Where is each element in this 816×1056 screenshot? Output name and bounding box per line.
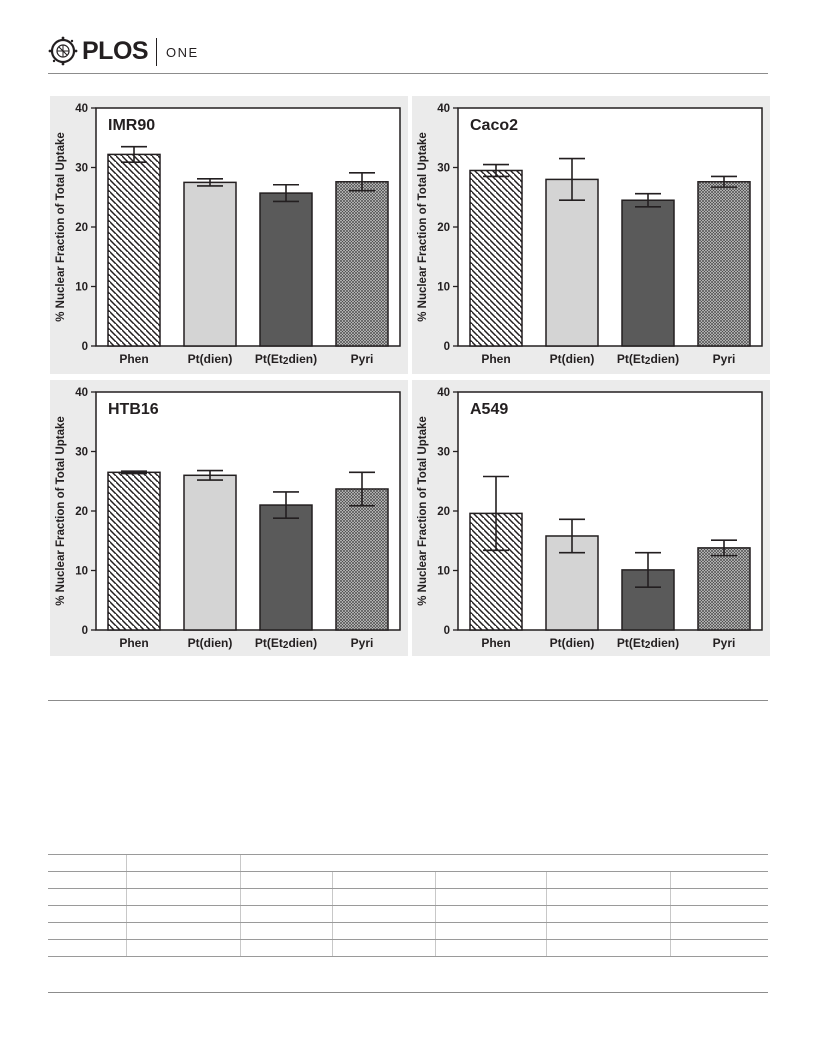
y-tick-label: 40 <box>75 387 88 399</box>
category-label: Phen <box>119 352 148 366</box>
figure-panels: 0 10 20 30 40 % Nuclear Fraction of Total Upt… <box>50 96 770 656</box>
bar <box>697 181 751 347</box>
panel-title: Caco2 <box>470 117 518 134</box>
category-label: Phen <box>119 636 148 650</box>
panel-title: IMR90 <box>108 117 155 134</box>
category-label: Pt(Et2dien) <box>255 636 317 651</box>
chart-panel: 0 10 20 30 40 % Nuclear Fraction of Total Upt… <box>50 96 408 374</box>
table-row <box>48 871 769 889</box>
figure-bottom-rule <box>48 700 768 701</box>
brand-name: PLOS <box>82 37 149 65</box>
y-axis-title: % Nuclear Fraction of Total Uptake <box>55 416 67 606</box>
bar <box>107 153 161 347</box>
bar <box>259 192 313 347</box>
y-tick-label: 30 <box>75 447 88 459</box>
y-tick-label: 20 <box>437 506 450 518</box>
bar <box>183 474 237 631</box>
footer-rule <box>48 992 768 993</box>
table-cell <box>239 854 769 872</box>
bar <box>107 471 161 631</box>
category-label: Pt(dien) <box>188 636 233 650</box>
table-area <box>48 854 769 957</box>
y-tick-label: 0 <box>444 625 450 637</box>
y-tick-label: 30 <box>437 163 450 175</box>
category-label: Pyri <box>713 352 736 366</box>
category-label: Pt(dien) <box>550 352 595 366</box>
category-label: Pyri <box>351 636 374 650</box>
bar <box>621 199 675 347</box>
y-tick-label: 10 <box>437 282 450 294</box>
table-row <box>48 905 769 923</box>
category-label: Phen <box>481 352 510 366</box>
y-tick-label: 0 <box>82 341 88 353</box>
panel-title: HTB16 <box>108 401 159 418</box>
y-tick-label: 20 <box>437 222 450 234</box>
page-header: PLOS ONE <box>48 32 768 72</box>
logo-divider <box>156 38 157 66</box>
table-cell <box>125 854 240 872</box>
y-tick-label: 20 <box>75 506 88 518</box>
category-label: Pt(Et2dien) <box>255 352 317 367</box>
panel-title: A549 <box>470 401 508 418</box>
y-tick-label: 40 <box>75 103 88 115</box>
bar <box>183 181 237 347</box>
bar <box>469 169 523 347</box>
plos-logo-icon <box>48 36 78 66</box>
y-tick-label: 40 <box>437 387 450 399</box>
bar <box>545 178 599 347</box>
y-tick-label: 30 <box>75 163 88 175</box>
chart-panel: 0 10 20 30 40 % Nuclear Fraction of Total Upt… <box>50 380 408 656</box>
category-label: Pyri <box>713 636 736 650</box>
figure-svg: 0 10 20 30 40 % Nuclear Fraction of Total Upt… <box>50 96 770 656</box>
bar <box>335 181 389 347</box>
bar <box>697 547 751 631</box>
chart-panel: 0 10 20 30 40 % Nuclear Fraction of Total Upt… <box>412 380 770 656</box>
table-row <box>48 922 769 940</box>
bar <box>335 488 389 631</box>
y-axis-title: % Nuclear Fraction of Total Uptake <box>55 132 67 322</box>
chart-panel: 0 10 20 30 40 % Nuclear Fraction of Total Upt… <box>412 96 770 374</box>
y-tick-label: 30 <box>437 447 450 459</box>
table-row <box>48 854 769 872</box>
y-tick-label: 10 <box>437 566 450 578</box>
y-tick-label: 40 <box>437 103 450 115</box>
category-label: Pyri <box>351 352 374 366</box>
table-row <box>48 888 769 906</box>
journal-name: ONE <box>166 45 199 60</box>
category-label: Pt(Et2dien) <box>617 352 679 367</box>
bar <box>259 504 313 631</box>
table-cell <box>48 854 126 872</box>
table-row <box>48 939 769 957</box>
data-table <box>48 854 769 957</box>
y-tick-label: 0 <box>82 625 88 637</box>
category-label: Pt(dien) <box>188 352 233 366</box>
category-label: Phen <box>481 636 510 650</box>
header-rule <box>48 73 768 74</box>
y-axis-title: % Nuclear Fraction of Total Uptake <box>417 132 429 322</box>
y-tick-label: 20 <box>75 222 88 234</box>
y-axis-title: % Nuclear Fraction of Total Uptake <box>417 416 429 606</box>
y-tick-label: 10 <box>75 566 88 578</box>
y-tick-label: 0 <box>444 341 450 353</box>
y-tick-label: 10 <box>75 282 88 294</box>
category-label: Pt(dien) <box>550 636 595 650</box>
category-label: Pt(Et2dien) <box>617 636 679 651</box>
